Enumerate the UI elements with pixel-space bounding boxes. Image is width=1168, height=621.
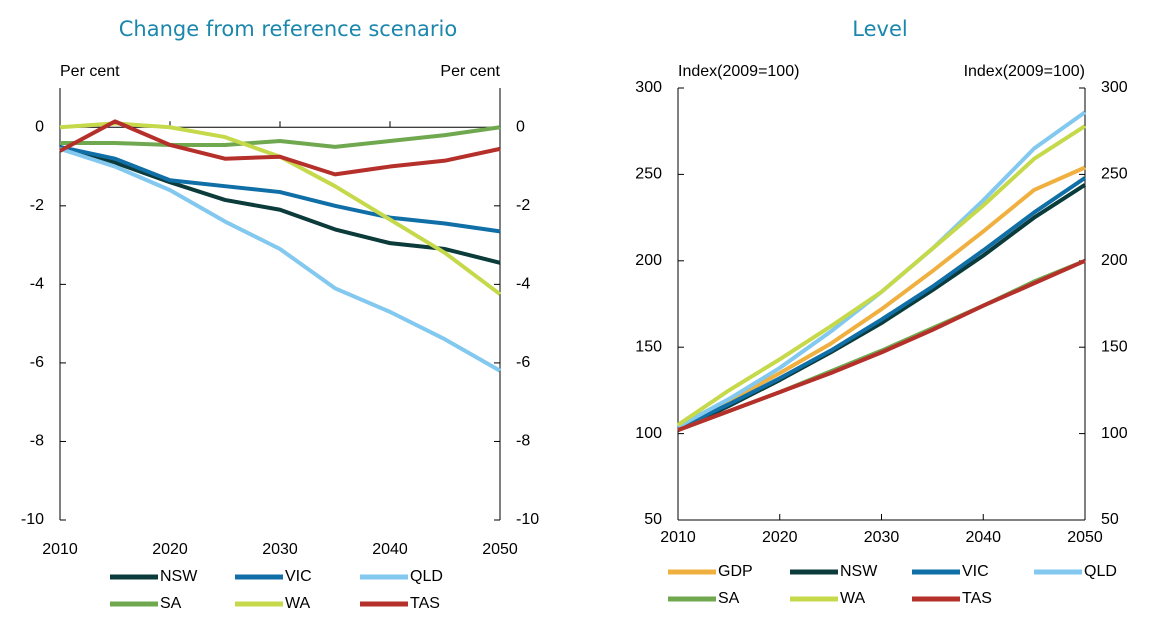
y2-tick-label: -8: [516, 433, 530, 450]
chart-title: Level: [852, 17, 907, 41]
y2-tick-label: -4: [516, 276, 530, 293]
x-tick-label: 2040: [372, 541, 408, 558]
series-line: [676, 124, 1087, 427]
x-tick-label: 2050: [1067, 529, 1103, 546]
y2-tick-label: 50: [1101, 511, 1119, 528]
x-tick-label: 2030: [262, 541, 298, 558]
legend-label: WA: [840, 590, 866, 607]
series-line: [677, 258, 1086, 433]
series-line: [677, 176, 1087, 431]
legend-label: TAS: [410, 595, 440, 612]
y2-tick-label: 0: [516, 118, 525, 135]
series-line: [59, 146, 501, 373]
y2-tick-label: -6: [516, 354, 530, 371]
y-axis-label: Index(2009=100): [678, 63, 799, 80]
series-line: [59, 144, 501, 234]
series-line: [59, 144, 501, 265]
x-tick-label: 2050: [482, 541, 518, 558]
y-tick-label: -6: [30, 354, 44, 371]
y-tick-label: 0: [35, 118, 44, 135]
legend-label: WA: [285, 595, 311, 612]
legend-label: TAS: [962, 590, 992, 607]
legend-label: QLD: [1084, 563, 1117, 580]
y-tick-label: 300: [635, 79, 662, 96]
y-tick-label: -4: [30, 276, 44, 293]
y-tick-label: 200: [635, 252, 662, 269]
legend-label: SA: [160, 595, 182, 612]
y2-tick-label: 100: [1101, 425, 1128, 442]
legend-label: VIC: [962, 563, 989, 580]
legend-label: VIC: [285, 568, 312, 585]
y2-tick-label: -2: [516, 197, 530, 214]
legend-label: GDP: [718, 563, 753, 580]
y-tick-label: -10: [21, 511, 44, 528]
y-tick-label: -2: [30, 197, 44, 214]
y2-tick-label: 200: [1101, 252, 1128, 269]
y-tick-label: 100: [635, 425, 662, 442]
series-line: [60, 125, 501, 149]
y2-axis-label: Index(2009=100): [964, 63, 1085, 80]
y2-tick-label: 150: [1101, 338, 1128, 355]
chart-title: Change from reference scenario: [119, 17, 457, 41]
y2-tick-label: 250: [1101, 166, 1128, 183]
legend-label: NSW: [840, 563, 878, 580]
y2-axis-label: Per cent: [440, 63, 500, 80]
x-tick-label: 2010: [660, 529, 696, 546]
legend-label: NSW: [160, 568, 198, 585]
series-line: [677, 110, 1087, 429]
x-tick-label: 2020: [762, 529, 798, 546]
legend-label: QLD: [410, 568, 443, 585]
x-tick-label: 2020: [152, 541, 188, 558]
y-axis-label: Per cent: [60, 63, 120, 80]
y-tick-label: 150: [635, 338, 662, 355]
series-line: [677, 165, 1086, 429]
series-line: [59, 119, 501, 177]
y2-tick-label: -10: [516, 511, 539, 528]
y2-tick-label: 300: [1101, 79, 1128, 96]
x-tick-label: 2040: [965, 529, 1001, 546]
x-tick-label: 2030: [864, 529, 900, 546]
y-tick-label: -8: [30, 433, 44, 450]
x-tick-label: 2010: [42, 541, 78, 558]
y-tick-label: 250: [635, 166, 662, 183]
legend-label: SA: [718, 590, 740, 607]
y-tick-label: 50: [644, 511, 662, 528]
